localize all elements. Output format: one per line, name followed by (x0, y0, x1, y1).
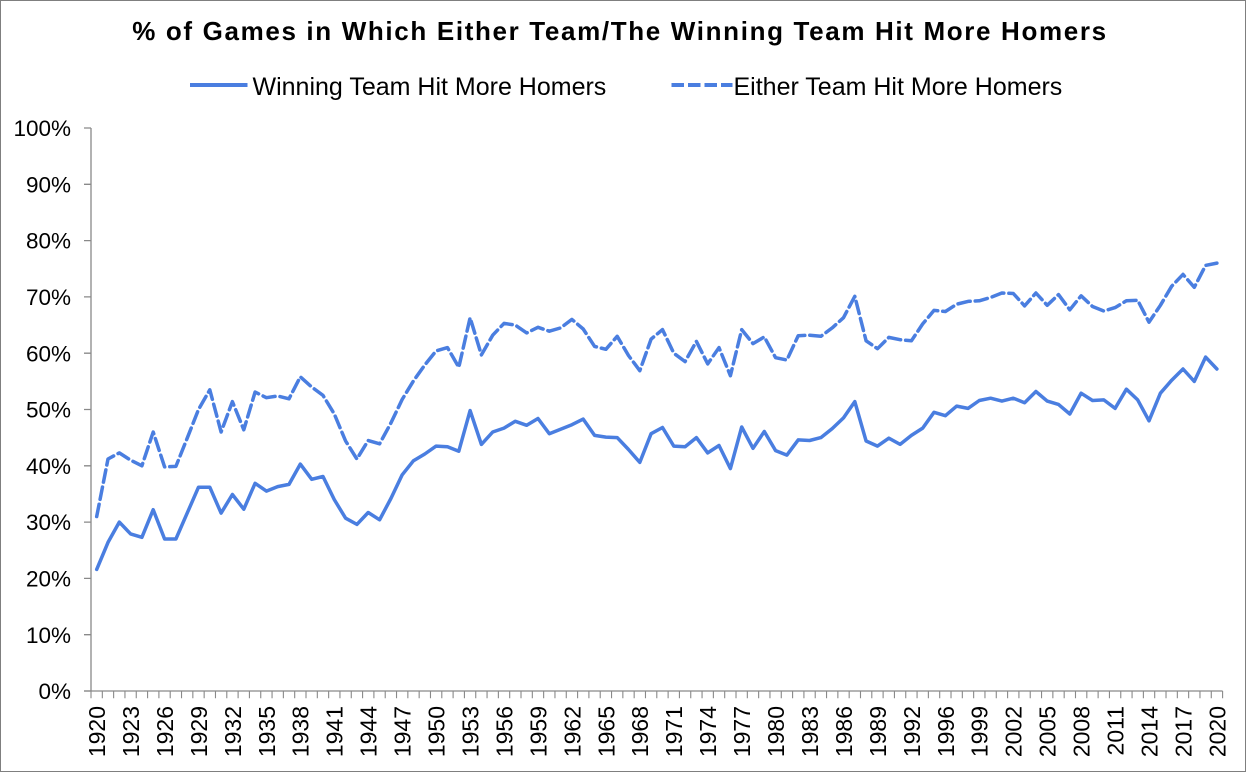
svg-text:1950: 1950 (424, 706, 450, 757)
svg-text:10%: 10% (26, 623, 71, 648)
svg-text:70%: 70% (26, 285, 71, 310)
svg-text:1992: 1992 (899, 706, 925, 757)
svg-text:2014: 2014 (1136, 706, 1162, 757)
svg-text:1926: 1926 (152, 706, 178, 757)
svg-text:1965: 1965 (593, 706, 619, 757)
svg-text:1977: 1977 (729, 706, 755, 757)
svg-text:0%: 0% (38, 679, 71, 704)
svg-text:50%: 50% (26, 398, 71, 423)
svg-text:1938: 1938 (288, 706, 314, 757)
svg-text:1953: 1953 (458, 706, 484, 757)
svg-text:30%: 30% (26, 510, 71, 535)
svg-text:1935: 1935 (254, 706, 280, 757)
svg-text:1962: 1962 (559, 706, 585, 757)
svg-text:1986: 1986 (831, 706, 857, 757)
svg-text:90%: 90% (26, 172, 71, 197)
svg-text:2020: 2020 (1204, 706, 1230, 757)
svg-text:1929: 1929 (186, 706, 212, 757)
svg-text:2002: 2002 (1001, 706, 1027, 757)
svg-text:1923: 1923 (118, 706, 144, 757)
svg-text:1971: 1971 (661, 706, 687, 757)
svg-text:1941: 1941 (322, 706, 348, 757)
svg-text:1983: 1983 (797, 706, 823, 757)
svg-text:80%: 80% (26, 229, 71, 254)
svg-text:20%: 20% (26, 567, 71, 592)
svg-text:1989: 1989 (865, 706, 891, 757)
svg-text:1974: 1974 (695, 706, 721, 757)
svg-text:Either Team Hit More Homers: Either Team Hit More Homers (734, 73, 1063, 101)
svg-text:1980: 1980 (763, 706, 789, 757)
svg-text:1956: 1956 (491, 706, 517, 757)
svg-text:2017: 2017 (1170, 706, 1196, 757)
svg-text:1932: 1932 (220, 706, 246, 757)
svg-text:100%: 100% (13, 116, 71, 141)
svg-text:1968: 1968 (627, 706, 653, 757)
svg-text:1920: 1920 (84, 706, 110, 757)
svg-text:% of Games in Which Either Tea: % of Games in Which Either Team/The Winn… (132, 16, 1108, 46)
svg-text:Winning Team Hit More Homers: Winning Team Hit More Homers (253, 73, 607, 101)
svg-text:1947: 1947 (390, 706, 416, 757)
svg-text:40%: 40% (26, 454, 71, 479)
svg-text:2005: 2005 (1035, 706, 1061, 757)
svg-text:60%: 60% (26, 341, 71, 366)
svg-text:1944: 1944 (356, 706, 382, 757)
svg-text:1959: 1959 (525, 706, 551, 757)
svg-text:2008: 2008 (1069, 706, 1095, 757)
svg-text:1996: 1996 (933, 706, 959, 757)
svg-text:1999: 1999 (967, 706, 993, 757)
svg-text:2011: 2011 (1103, 706, 1129, 755)
